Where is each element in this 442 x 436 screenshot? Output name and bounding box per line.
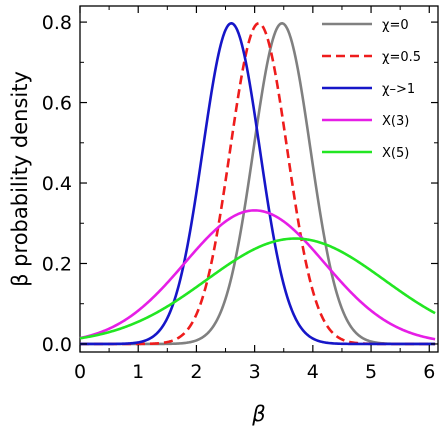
- x-axis-label: β: [251, 402, 265, 426]
- x-tick-label: 4: [307, 361, 319, 383]
- y-tick-label: 0.0: [42, 334, 72, 356]
- x-tick-label: 1: [132, 361, 144, 383]
- tick-labels: 0 1 2 3 4 5 6 0.0 0.2 0.4 0.6 0.8: [42, 12, 436, 383]
- y-tick-label: 0.8: [42, 12, 72, 34]
- y-tick-label: 0.2: [42, 253, 72, 275]
- series-line-0: [79, 22, 436, 346]
- series-line-2: [79, 22, 436, 346]
- legend-label: χ–>1: [382, 82, 415, 97]
- axis-ticks: [79, 6, 438, 352]
- series-line-4: [79, 237, 436, 340]
- plot-frame: [79, 5, 439, 353]
- x-tick-label: 3: [249, 361, 261, 383]
- series-line-1: [79, 22, 436, 346]
- series-curves: [79, 22, 436, 346]
- series-line-3: [79, 209, 436, 341]
- legend-label: χ=0.5: [382, 50, 421, 65]
- y-tick-label: 0.6: [42, 93, 72, 115]
- legend-label: χ=0: [382, 18, 409, 33]
- x-tick-label: 2: [190, 361, 202, 383]
- x-tick-label: 5: [365, 361, 377, 383]
- legend-label: X(3): [382, 114, 409, 129]
- y-tick-label: 0.4: [42, 173, 72, 195]
- x-tick-label: 0: [74, 361, 86, 383]
- y-axis-label: β probability density: [8, 71, 32, 287]
- legend: χ=0 χ=0.5 χ–>1 X(3) X(5): [322, 18, 421, 161]
- legend-label: X(5): [382, 146, 409, 161]
- x-tick-label: 6: [423, 361, 435, 383]
